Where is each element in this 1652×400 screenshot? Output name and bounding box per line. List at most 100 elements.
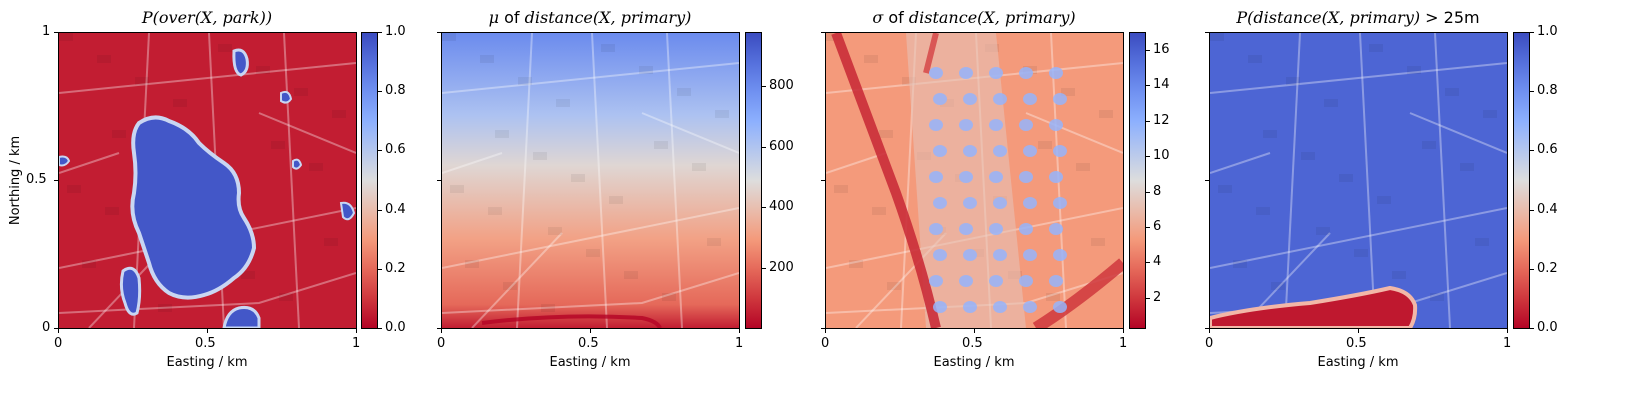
panel-sigma-xtick-2 [1123, 329, 1124, 333]
mu-building-1 [495, 130, 509, 138]
panel-sigma-title-text: distance(X, primary) [908, 8, 1076, 27]
exceed-street-1 [1210, 62, 1507, 94]
mu-building-14 [624, 271, 638, 279]
panel-exceed-map [1209, 32, 1508, 329]
panel-park-ytick-label-1: 0.5 [26, 172, 47, 187]
sigma-dot-18 [1023, 145, 1037, 157]
park-building-4 [271, 141, 285, 149]
panel-sigma-cbar-label-5: 12 [1153, 112, 1170, 128]
sigma-building-6 [864, 55, 878, 63]
sigma-building-16 [834, 185, 848, 193]
panel-exceed-xtick-label-1: 0.5 [1346, 336, 1367, 351]
exceed-building-18 [1324, 99, 1338, 107]
exceed-building-16 [1218, 185, 1232, 193]
panel-exceed-cbar-tick-3 [1530, 150, 1534, 152]
panel-park-ytick-0 [54, 328, 58, 329]
panel-park-cbar-tick-2 [378, 209, 382, 211]
panel-mu-cbar-tick-2 [762, 146, 766, 148]
panel-mu-title-text: distance(X, primary) [524, 8, 692, 27]
sigma-building-12 [902, 77, 916, 85]
mu-building-4 [654, 141, 668, 149]
panel-mu-title-symbol: μ [488, 8, 500, 27]
mu-building-0 [442, 33, 456, 41]
panel-mu-xtick-2 [739, 329, 740, 333]
panel-sigma-title-symbol: σ [872, 8, 884, 27]
park-building-21 [332, 110, 346, 118]
sigma-building-4 [1038, 141, 1052, 149]
sigma-dot-20 [929, 171, 943, 183]
exceed-building-21 [1483, 110, 1497, 118]
panel-park-cbar-tick-5 [378, 32, 382, 33]
park-building-12 [135, 77, 149, 85]
sigma-dot-9 [1053, 93, 1067, 105]
exceed-low-band [1210, 285, 1418, 328]
panel-park-cbar-label-1: 0.2 [385, 260, 406, 276]
sigma-dot-33 [1019, 223, 1033, 235]
mu-building-3 [601, 44, 615, 52]
panel-mu-xtick-label-0: 0 [437, 336, 446, 351]
exceed-street-6 [1409, 112, 1507, 154]
sigma-building-11 [849, 260, 863, 268]
exceed-building-6 [1248, 55, 1262, 63]
park-building-22 [105, 207, 119, 215]
panel-mu-cbar-tick-0 [762, 267, 766, 269]
panel-mu-xlabel: Easting / km [549, 355, 631, 370]
panel-mu-cbar-label-3: 800 [769, 78, 794, 94]
sigma-dot-12 [989, 119, 1003, 131]
panel-exceed-cbar-tick-2 [1530, 209, 1534, 211]
sigma-building-20 [1046, 293, 1060, 301]
sigma-dot-28 [1023, 197, 1037, 209]
panel-park-heatmap [59, 33, 356, 328]
panel-sigma-xtick-label-1: 0.5 [962, 336, 983, 351]
panel-exceed-cbar-tick-4 [1530, 91, 1534, 93]
sigma-building-10 [1076, 163, 1090, 171]
panel-exceed-cbar-label-0: 0.0 [1537, 320, 1558, 335]
sigma-dot-48 [1023, 301, 1037, 313]
panel-sigma-xtick-label-0: 0 [821, 336, 830, 351]
panel-sigma-cbar-tick-5 [1146, 120, 1150, 122]
sigma-dot-22 [989, 171, 1003, 183]
sigma-dot-40 [929, 275, 943, 287]
mu-building-10 [692, 163, 706, 171]
panel-sigma-title: σ of distance(X, primary) [825, 8, 1123, 27]
panel-mu-cbar-tick-3 [762, 86, 766, 88]
panel-mu-xtick-label-2: 1 [735, 336, 744, 351]
panel-sigma-cbar-label-1: 4 [1153, 254, 1162, 270]
park-street-5 [59, 152, 120, 174]
panel-sigma-cbar-tick-4 [1146, 156, 1150, 158]
panel-exceed-xlabel: Easting / km [1317, 355, 1399, 370]
panel-park-map [58, 32, 357, 329]
exceed-street-3 [1359, 33, 1376, 328]
exceed-building-5 [1475, 238, 1489, 246]
mu-building-7 [533, 152, 547, 160]
exceed-building-7 [1301, 152, 1315, 160]
mu-street-8 [442, 272, 739, 314]
mu-building-9 [639, 66, 653, 74]
panel-park-cbar-tick-4 [378, 91, 382, 93]
mu-building-5 [707, 238, 721, 246]
sigma-building-15 [1061, 88, 1075, 96]
sigma-dot-3 [1019, 67, 1033, 79]
panel-exceed-cbar-label-4: 0.8 [1537, 83, 1558, 99]
panel-exceed-xtick-0 [1209, 329, 1210, 333]
sigma-dot-38 [1023, 249, 1037, 261]
panel-exceed-cbar-label-3: 0.6 [1537, 142, 1558, 158]
park-building-10 [309, 163, 323, 171]
mu-street-4 [666, 33, 683, 328]
sigma-dot-5 [933, 93, 947, 105]
sigma-dot-1 [959, 67, 973, 79]
panel-park-xtick-label-0: 0 [54, 336, 63, 351]
panel-mu-ytick-2 [437, 32, 441, 33]
exceed-building-4 [1422, 141, 1436, 149]
sigma-dot-11 [959, 119, 973, 131]
panel-mu-xtick-0 [441, 329, 442, 333]
sigma-dot-25 [933, 197, 947, 209]
mu-building-18 [556, 99, 570, 107]
panel-exceed-cbar-label-1: 0.2 [1537, 260, 1558, 276]
panel-mu-heatmap [442, 33, 739, 328]
panel-park-cbar-label-3: 0.6 [385, 142, 406, 158]
panel-mu-ytick-0 [437, 328, 441, 329]
panel-park-colorbar [361, 32, 378, 329]
panel-sigma-colorbar [1129, 32, 1146, 329]
sigma-dot-45 [933, 301, 947, 313]
